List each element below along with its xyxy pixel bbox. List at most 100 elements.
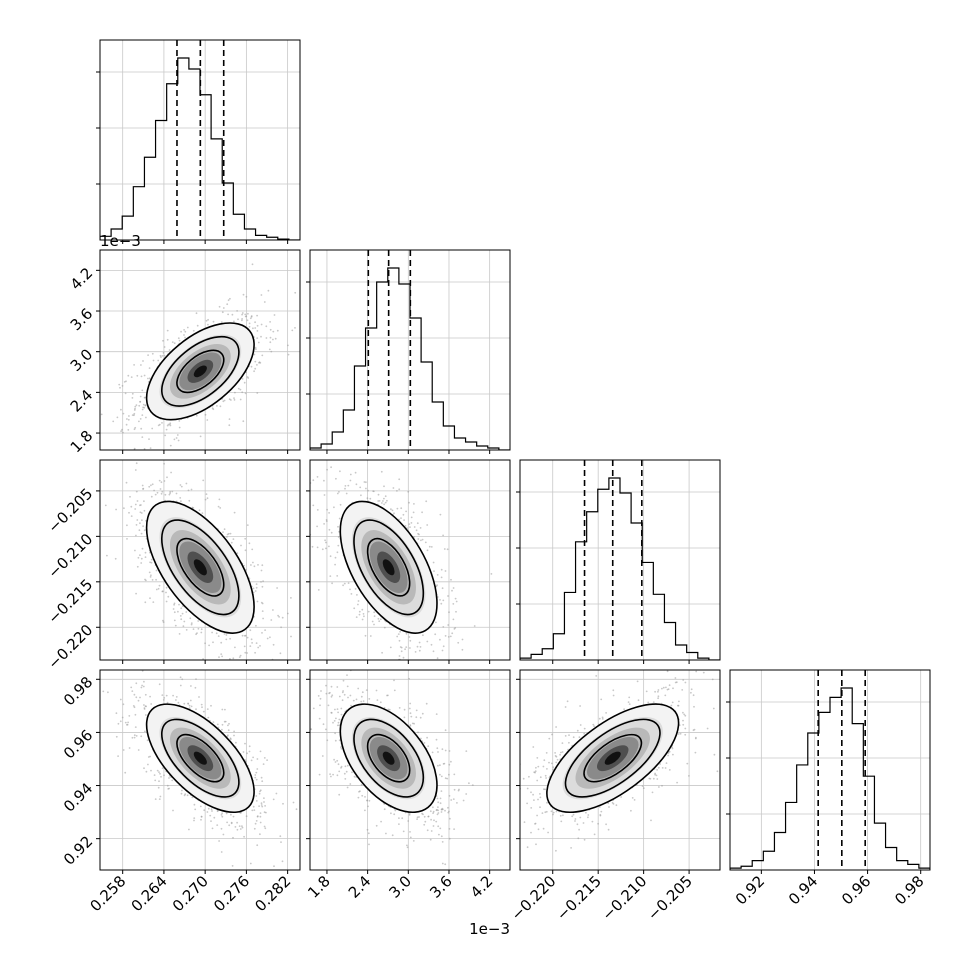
sample-point	[244, 313, 247, 316]
sample-point	[194, 808, 197, 811]
panel-frame	[519, 459, 721, 661]
sample-point	[216, 723, 219, 726]
sample-point	[203, 809, 206, 812]
sample-point	[124, 771, 127, 774]
sample-point	[317, 589, 320, 591]
sample-point	[143, 680, 145, 683]
sample-point	[342, 679, 345, 682]
sample-point	[425, 500, 428, 503]
density-contour	[145, 500, 255, 634]
sample-point	[157, 786, 160, 789]
sample-point	[304, 731, 306, 733]
scatter-panel-1-3: 1.8 2.4 3.0 3.6 4.2	[304, 669, 511, 902]
sample-point	[450, 578, 452, 581]
sample-point	[248, 662, 250, 664]
sample-point	[278, 616, 280, 618]
sample-point	[336, 492, 339, 495]
sample-point	[178, 426, 181, 429]
sample-point	[342, 584, 344, 587]
sample-point	[443, 548, 446, 550]
sample-point	[259, 833, 261, 836]
sample-point	[236, 552, 239, 555]
sample-point	[237, 387, 240, 390]
sample-point	[143, 509, 146, 512]
sample-point	[136, 519, 139, 521]
sample-point	[361, 608, 364, 611]
sample-point	[157, 587, 160, 590]
sample-point	[200, 815, 203, 818]
x-tick-label: 0.282	[251, 872, 294, 915]
sample-point	[272, 609, 274, 611]
sample-point	[377, 617, 380, 620]
sample-point	[173, 611, 176, 614]
sample-point	[142, 403, 145, 406]
sample-point	[227, 313, 229, 316]
sample-point	[450, 760, 452, 763]
sample-point	[304, 463, 306, 465]
sample-point	[236, 828, 239, 831]
sample-point	[270, 619, 273, 621]
sample-point	[134, 405, 137, 408]
sample-point	[292, 801, 295, 804]
sample-point	[136, 374, 139, 377]
sample-point	[207, 318, 209, 321]
sample-point	[345, 492, 348, 495]
y-tick-label: −0.205	[44, 485, 96, 537]
sample-point	[200, 628, 203, 631]
sample-point	[127, 418, 130, 421]
sample-point	[130, 505, 133, 508]
sample-point	[269, 341, 272, 344]
sample-point	[126, 524, 128, 527]
sample-point	[419, 527, 422, 529]
sample-point	[410, 673, 412, 675]
sample-point	[254, 776, 257, 779]
sample-point	[168, 349, 171, 351]
sample-point	[115, 712, 118, 715]
sample-point	[150, 558, 153, 561]
sample-point	[256, 314, 258, 317]
sample-point	[126, 418, 128, 420]
sample-point	[161, 694, 164, 696]
sample-point	[335, 477, 337, 480]
sample-point	[204, 642, 206, 645]
sample-point	[328, 512, 330, 514]
sample-point	[210, 820, 212, 822]
sample-point	[316, 546, 319, 549]
sample-point	[126, 723, 129, 726]
sample-point	[291, 329, 294, 332]
panel-plot-area	[520, 460, 720, 660]
sample-point	[179, 676, 182, 679]
sample-point	[447, 806, 449, 809]
panel-plot-area	[100, 250, 300, 450]
sample-point	[405, 646, 408, 648]
panel-frame	[309, 459, 511, 661]
sample-point	[232, 836, 234, 839]
sample-point	[206, 811, 209, 813]
sample-point	[173, 619, 176, 622]
sample-point	[245, 295, 248, 298]
sample-point	[255, 583, 258, 585]
sample-point	[251, 548, 254, 551]
sample-point	[220, 827, 223, 830]
sample-point	[147, 354, 149, 356]
sample-point	[172, 694, 174, 697]
sample-point	[179, 497, 182, 499]
sample-point	[147, 377, 149, 380]
sample-point	[145, 770, 148, 773]
sample-point	[190, 623, 193, 626]
sample-point	[220, 321, 223, 323]
sample-point	[179, 684, 182, 687]
sample-point	[239, 654, 242, 657]
sample-point	[410, 516, 413, 519]
sample-point	[125, 423, 128, 426]
sample-point	[273, 314, 276, 316]
sample-point	[220, 641, 223, 644]
sample-point	[262, 617, 264, 620]
sample-point	[135, 404, 138, 406]
sample-point	[189, 699, 192, 702]
sample-point	[409, 639, 412, 642]
sample-point	[133, 428, 136, 431]
panel-frame	[309, 249, 511, 451]
sample-point	[426, 640, 429, 643]
sample-point	[117, 722, 120, 725]
